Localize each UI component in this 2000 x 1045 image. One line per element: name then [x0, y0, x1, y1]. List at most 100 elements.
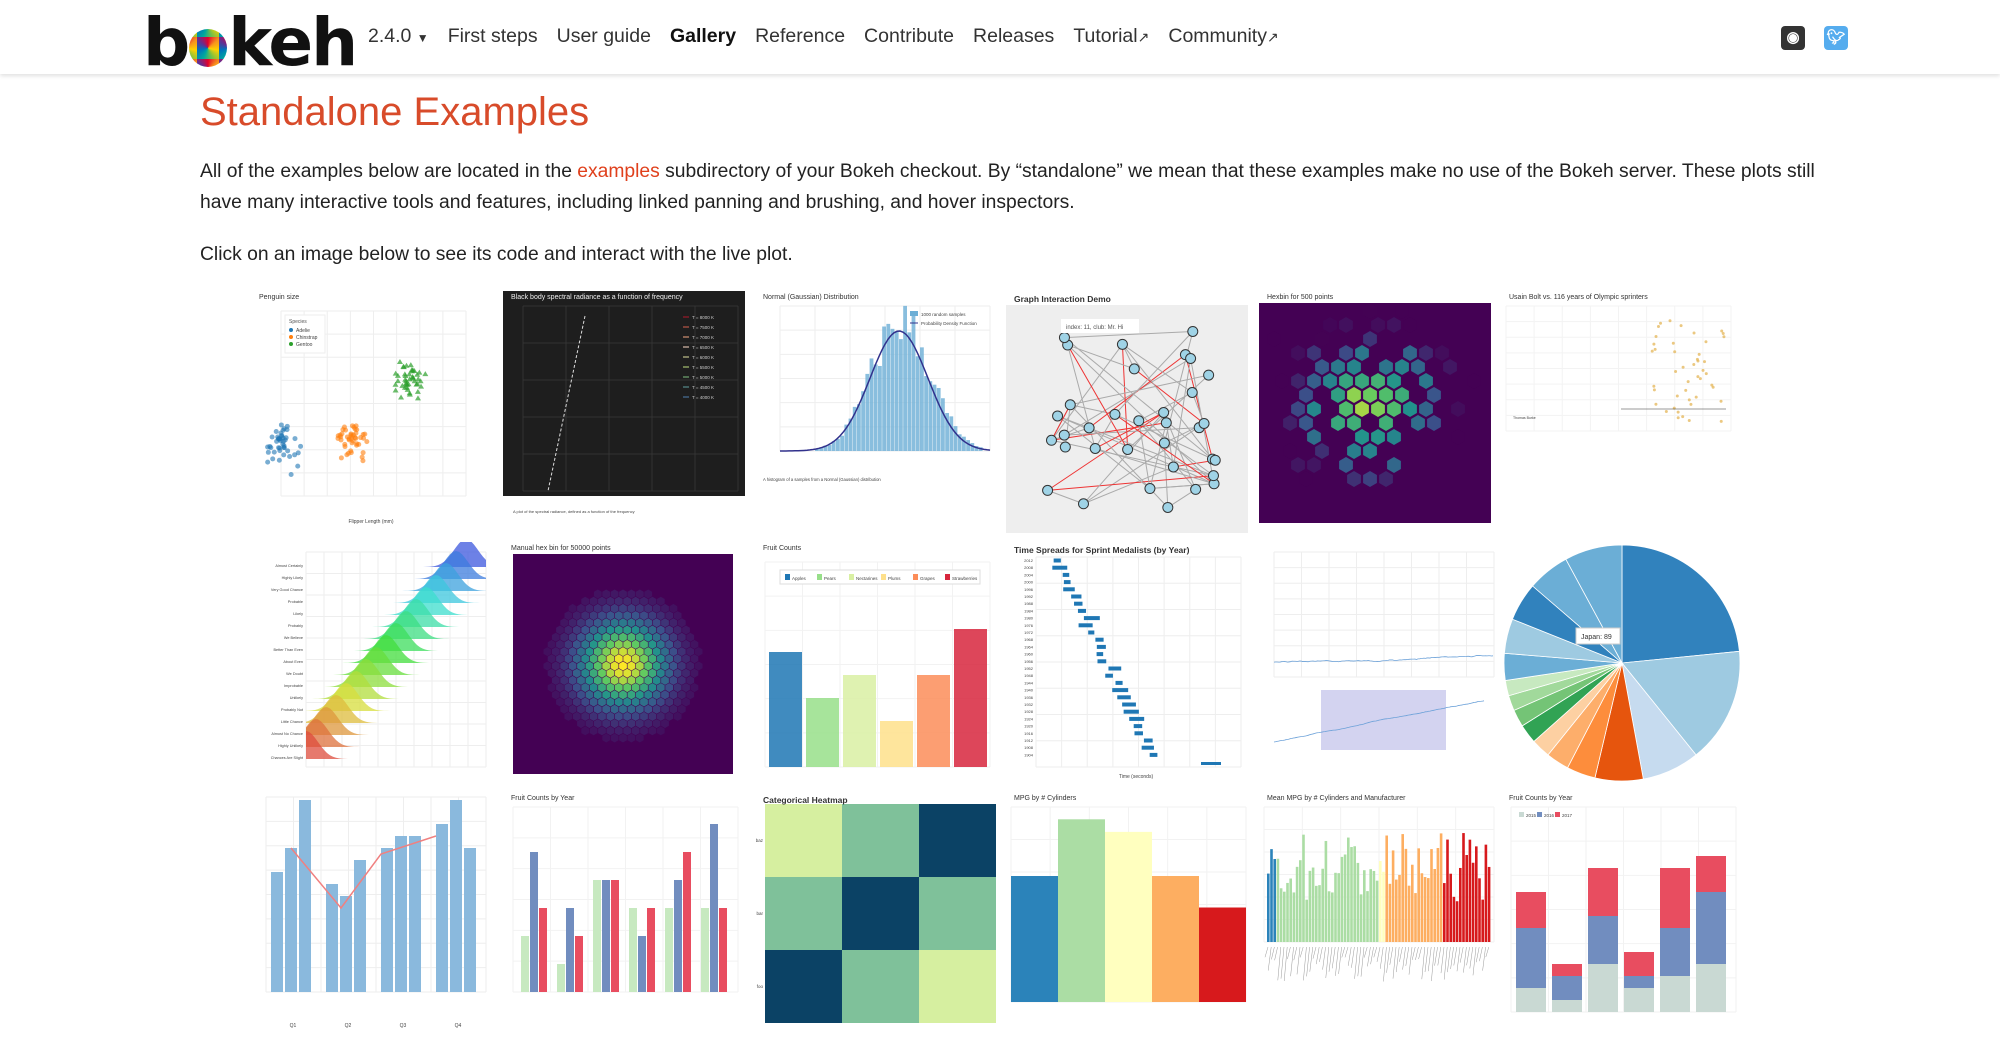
- nav-reference[interactable]: Reference: [755, 25, 846, 47]
- gallery-thumbnail-histogram[interactable]: 1000 random samples Probability Density F…: [755, 291, 997, 533]
- thumbnail-plot: Q1 Q2 Q3 Q4: [265, 796, 487, 1029]
- gallery-thumbnail-stacked[interactable]: 2015 2016 2017 Fruit Counts by Year: [1501, 792, 1743, 1034]
- svg-text:T = 8000 K: T = 8000 K: [692, 315, 714, 320]
- thumbnail-plot: [512, 806, 739, 993]
- examples-link[interactable]: examples: [577, 161, 660, 182]
- svg-text:Chinstrap: Chinstrap: [296, 335, 318, 341]
- thumbnail-title: Black body spectral radiance as a functi…: [511, 294, 683, 301]
- gallery-thumbnail-mpg[interactable]: MPG by # Cylinders: [1006, 792, 1248, 1034]
- svg-text:2015: 2015: [1526, 813, 1537, 818]
- svg-text:1904: 1904: [1024, 752, 1034, 757]
- svg-text:Species: Species: [289, 319, 307, 325]
- gallery-thumbnail-rangetool[interactable]: [1259, 542, 1501, 784]
- thumbnail-plot: Japan: 89: [1503, 544, 1741, 782]
- svg-text:Plums: Plums: [888, 576, 901, 581]
- nav-user-guide[interactable]: User guide: [556, 25, 651, 47]
- nav-tutorial[interactable]: Tutorial↗: [1073, 25, 1149, 48]
- thumbnail-plot: Thomas Burke: [1505, 305, 1732, 432]
- nav-gallery[interactable]: Gallery: [669, 25, 737, 47]
- svg-text:1920: 1920: [1024, 724, 1034, 729]
- gallery-thumbnail-hexbin[interactable]: Hexbin for 500 points: [1259, 291, 1501, 533]
- gallery-thumbnail-graph[interactable]: index: 11, club: Mr. Hi Graph Interaction…: [1006, 291, 1248, 533]
- gallery-thumbnail-mpgmanu[interactable]: Mean MPG by # Cylinders and Manufacturer: [1259, 792, 1501, 1034]
- thumbnail-title: Fruit Counts by Year: [1509, 795, 1573, 802]
- svg-text:1924: 1924: [1024, 716, 1034, 721]
- thumbnail-title: Manual hex bin for 50000 points: [511, 545, 611, 552]
- nav-tutorial-label: Tutorial: [1073, 25, 1138, 47]
- svg-text:Probability Density Function: Probability Density Function: [921, 321, 977, 326]
- svg-text:Japan: 89: Japan: 89: [1581, 634, 1612, 641]
- thumbnail-plot: [1010, 806, 1247, 1003]
- bokeh-logo[interactable]: b keh: [143, 4, 358, 81]
- thumbnail-plot: [1263, 806, 1495, 982]
- svg-text:T = 4000 K: T = 4000 K: [692, 395, 714, 400]
- svg-text:1960: 1960: [1024, 652, 1034, 657]
- gallery-thumbnail-quarters[interactable]: Q1 Q2 Q3 Q4: [251, 792, 493, 1034]
- version-dropdown[interactable]: 2.4.0 ▼: [368, 25, 429, 48]
- svg-text:A plot of the spectral radianc: A plot of the spectral radiance, defined…: [513, 509, 635, 514]
- svg-text:bar: bar: [756, 911, 763, 916]
- nav-community[interactable]: Community↗: [1168, 25, 1278, 48]
- thumbnail-title: Time Spreads for Sprint Medalists (by Ye…: [1014, 545, 1190, 555]
- svg-text:Almost Certainly: Almost Certainly: [275, 564, 303, 568]
- svg-text:index: 11, club: Mr. Hi: index: 11, club: Mr. Hi: [1066, 325, 1123, 331]
- svg-text:We Doubt: We Doubt: [286, 672, 304, 676]
- svg-text:1996: 1996: [1024, 587, 1034, 592]
- gallery-thumbnail-fruitbars[interactable]: Apples Pears Nectarines Plums Grapes Strawber…: [755, 542, 997, 784]
- click-instruction: Click on an image below to see its code …: [200, 244, 793, 265]
- thumbnail-plot: 1000 random samples Probability Density F…: [763, 305, 991, 482]
- nav-first-steps[interactable]: First steps: [447, 25, 538, 47]
- svg-text:T = 5000 K: T = 5000 K: [692, 375, 714, 380]
- svg-text:T = 7500 K: T = 7500 K: [692, 325, 714, 330]
- gallery-thumbnail-blackbody[interactable]: T = 8000 K T = 7500 K T = 7000 K T = 6500 K…: [503, 291, 745, 533]
- intro-paragraph: All of the examples below are located in…: [200, 156, 1840, 218]
- svg-text:1948: 1948: [1024, 673, 1034, 678]
- gallery-thumbnail-pie[interactable]: Japan: 89: [1501, 542, 1743, 784]
- nav-releases[interactable]: Releases: [973, 25, 1055, 47]
- gallery-thumbnail-hexdense[interactable]: Manual hex bin for 50000 points: [503, 542, 745, 784]
- top-navbar: b keh 2.4.0 ▼ First steps User guide Gall…: [0, 0, 2000, 81]
- svg-text:Time (seconds): Time (seconds): [1119, 774, 1154, 780]
- svg-text:1984: 1984: [1024, 608, 1034, 613]
- svg-text:Q1: Q1: [290, 1023, 297, 1029]
- svg-text:1964: 1964: [1024, 644, 1034, 649]
- gallery-thumbnail-scatter[interactable]: Species Adelie Chinstrap Gentoo Flipper Leng…: [251, 291, 493, 533]
- gallery-thumbnail-heatmap[interactable]: baz bar foo Categorical Heatmap: [755, 792, 997, 1034]
- svg-text:Chances Are Slight: Chances Are Slight: [271, 756, 304, 760]
- thumbnail-title: Hexbin for 500 points: [1267, 294, 1334, 301]
- thumbnail-title: Mean MPG by # Cylinders and Manufacturer: [1267, 795, 1406, 802]
- version-label: 2.4.0: [368, 25, 412, 47]
- gallery-thumbnail-ridge[interactable]: Almost Certainly Highly Likely Very Good C…: [251, 542, 493, 784]
- thumbnail-title: Usain Bolt vs. 116 years of Olympic spri…: [1509, 294, 1648, 301]
- twitter-icon[interactable]: 🐦︎: [1824, 26, 1848, 50]
- nav-contribute[interactable]: Contribute: [864, 25, 955, 47]
- gallery-thumbnail-spreads[interactable]: 2012 2008 2004 2000 1996 1992 1988 1984 1980 1976…: [1006, 542, 1248, 784]
- thumbnail-title: Fruit Counts by Year: [511, 795, 575, 802]
- gallery-thumbnail-grouped[interactable]: Fruit Counts by Year: [503, 792, 745, 1034]
- svg-text:1988: 1988: [1024, 601, 1034, 606]
- svg-text:Q4: Q4: [455, 1023, 462, 1029]
- thumbnail-plot: 2012 2008 2004 2000 1996 1992 1988 1984 1980 1976…: [1024, 556, 1242, 780]
- svg-text:T = 7000 K: T = 7000 K: [692, 335, 714, 340]
- svg-text:1956: 1956: [1024, 659, 1034, 664]
- external-link-icon: ↗: [1137, 29, 1150, 45]
- gallery-thumbnail-bolt[interactable]: Thomas Burke Usain Bolt vs. 116 years of …: [1501, 291, 1743, 533]
- thumbnail-title: Categorical Heatmap: [763, 795, 848, 805]
- svg-text:1980: 1980: [1024, 616, 1034, 621]
- svg-text:baz: baz: [756, 838, 764, 843]
- svg-text:Gentoo: Gentoo: [296, 342, 313, 348]
- svg-text:1972: 1972: [1024, 630, 1034, 635]
- thumbnail-title: MPG by # Cylinders: [1014, 795, 1077, 802]
- svg-text:Strawberries: Strawberries: [952, 576, 978, 581]
- github-icon[interactable]: ◉: [1781, 26, 1805, 50]
- external-link-icon: ↗: [1266, 29, 1279, 45]
- thumbnail-plot: T = 8000 K T = 7500 K T = 7000 K T = 6500 K…: [503, 291, 745, 514]
- svg-text:1932: 1932: [1024, 702, 1034, 707]
- svg-text:Nectarines: Nectarines: [856, 576, 878, 581]
- svg-text:Almost No Chance: Almost No Chance: [271, 732, 303, 736]
- nav-menu: 2.4.0 ▼ First steps User guide Gallery R…: [368, 25, 1279, 48]
- svg-text:1952: 1952: [1024, 666, 1034, 671]
- svg-text:Pears: Pears: [824, 576, 837, 581]
- svg-text:Thomas Burke: Thomas Burke: [1513, 416, 1536, 420]
